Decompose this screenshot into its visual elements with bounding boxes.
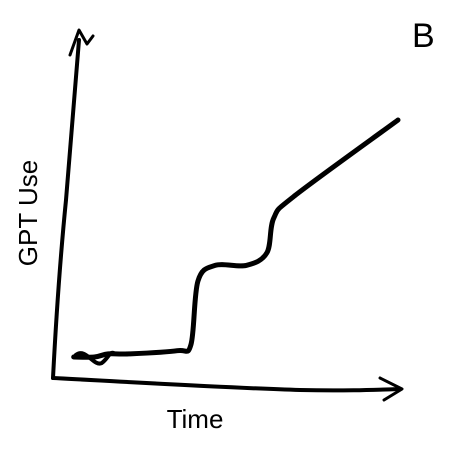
panel-label: B bbox=[412, 17, 435, 55]
x-axis-arrowhead bbox=[378, 376, 404, 402]
series-line-0-start-scribble bbox=[73, 350, 116, 366]
series-layer bbox=[71, 117, 401, 366]
series-line-0 bbox=[71, 117, 401, 360]
x-axis-label: Time bbox=[167, 404, 224, 434]
x-axis bbox=[51, 376, 402, 393]
y-axis bbox=[51, 38, 81, 380]
y-axis-arrowhead bbox=[68, 28, 95, 57]
y-axis-label: GPT Use bbox=[13, 160, 43, 266]
